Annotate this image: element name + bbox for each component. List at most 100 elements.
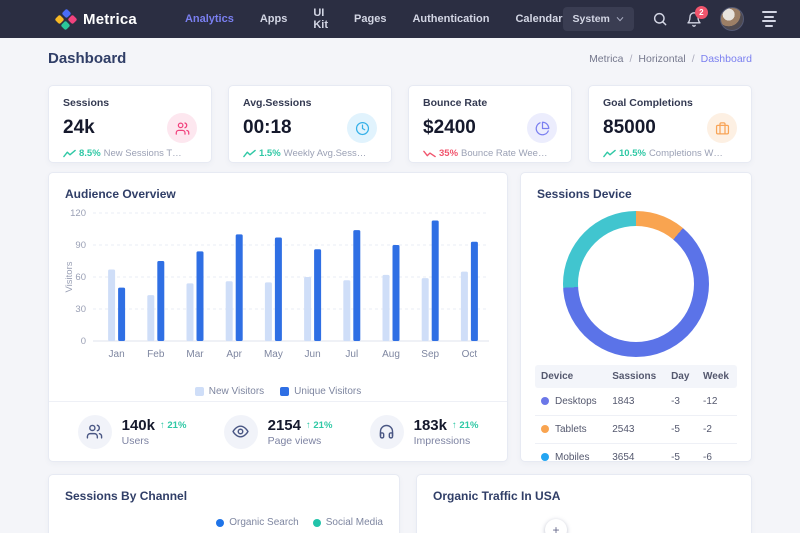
table-row: Tablets 2543 -5 -2 (535, 415, 737, 444)
legend-item-organic-search[interactable]: Organic Search (216, 517, 299, 528)
notifications-button[interactable]: 2 (686, 5, 708, 28)
stat-card-label: Bounce Rate (423, 97, 488, 109)
stat-card-icon-circle (527, 113, 557, 143)
legend-item-unique-visitors[interactable]: Unique Visitors (280, 386, 361, 397)
svg-text:0: 0 (81, 336, 86, 347)
svg-text:Oct: Oct (462, 349, 478, 360)
stat-card-trend: 1.5% Weekly Avg.Sess… (243, 148, 377, 159)
table-row: Mobiles 3654 -5 -6 (535, 444, 737, 472)
sessions-by-channel-title: Sessions By Channel (65, 489, 188, 503)
breadcrumb-separator: / (691, 52, 695, 65)
chevron-down-icon (616, 16, 624, 22)
device-dot-icon (541, 397, 549, 406)
device-dot-icon (541, 425, 549, 434)
footer-stat-label: Page views (267, 434, 322, 447)
footer-stat-users: 140k ↑ 21% Users (77, 414, 187, 449)
svg-text:Apr: Apr (226, 349, 242, 360)
sessions-device-card: Sessions Device Device Sassions Day Week De… (520, 172, 752, 463)
metrica-logo-icon (54, 8, 78, 31)
nav-item-authentication[interactable]: Authentication (412, 13, 490, 25)
notification-badge: 2 (694, 5, 708, 19)
stat-card-trend: 8.5% New Sessions T… (63, 148, 197, 159)
stat-card-icon-circle (167, 113, 197, 143)
eye-icon (232, 425, 249, 438)
brand-logo[interactable]: Metrica (54, 8, 137, 31)
svg-text:30: 30 (75, 304, 86, 315)
footer-stat-icon-circle (223, 414, 258, 449)
breadcrumb-item[interactable]: Metrica (589, 52, 624, 65)
legend-item-social-media[interactable]: Social Media (312, 517, 383, 528)
pie-icon (535, 121, 549, 135)
menu-toggle-button[interactable] (761, 11, 777, 27)
device-table-header: Sassions (606, 365, 666, 388)
stat-card-label: Goal Completions (603, 97, 693, 109)
svg-text:Jun: Jun (305, 349, 321, 360)
bell-icon (687, 11, 701, 27)
stat-card-goal-completions: Goal Completions 85000 10.5% Completions W… (588, 85, 752, 163)
briefcase-icon (715, 121, 729, 134)
footer-stat-impressions: 183k ↑ 21% Impressions (369, 414, 479, 449)
stat-card-trend: 35% Bounce Rate Wee… (423, 148, 557, 159)
device-dot-icon (541, 453, 549, 462)
svg-text:Aug: Aug (382, 349, 400, 360)
trend-up-icon (243, 149, 256, 158)
device-table: Device Sassions Day Week Desktops 1843 -3 -12 T… (535, 365, 737, 471)
stat-card-value: 00:18 (243, 117, 292, 138)
nav-item-apps[interactable]: Apps (259, 13, 288, 25)
nav-item-analytics[interactable]: Analytics (184, 13, 234, 25)
device-table-header: Week (697, 365, 737, 388)
device-table-header: Device (535, 365, 607, 388)
page-title: Dashboard (48, 50, 127, 67)
navbar-right: System 2 (562, 5, 777, 31)
user-avatar[interactable] (719, 7, 744, 31)
nav-item-ui-kit[interactable]: UI Kit (313, 7, 329, 31)
audience-overview-card: Audience Overview 0 30 60 90 120 Visitors Jan F… (48, 172, 508, 462)
legend-swatch-icon (280, 387, 290, 396)
breadcrumb-item[interactable]: Dashboard (700, 52, 752, 65)
breadcrumb-item[interactable]: Horizontal (638, 52, 686, 65)
search-button[interactable] (652, 11, 668, 27)
stat-card-value: $2400 (423, 117, 476, 138)
system-dropdown[interactable]: System (562, 7, 634, 31)
brand-name: Metrica (83, 10, 137, 28)
bar-chart-svg: 0 30 60 90 120 Visitors Jan Feb Mar Apr May Jun Jul A… (64, 208, 489, 360)
organic-traffic-title: Organic Traffic In USA (433, 489, 561, 503)
headphones-icon (379, 424, 394, 439)
search-icon (653, 12, 667, 26)
top-navbar: Metrica Analytics Apps UI Kit Pages Authenti… (0, 0, 800, 38)
svg-text:Jul: Jul (345, 349, 358, 360)
breadcrumb: Metrica / Horizontal / Dashboard (589, 53, 752, 65)
svg-text:Visitors: Visitors (64, 261, 75, 292)
nav-item-pages[interactable]: Pages (354, 13, 387, 25)
footer-stat-icon-circle (369, 414, 404, 449)
organic-traffic-card: Organic Traffic In USA + (416, 474, 752, 533)
stat-card-label: Sessions (63, 97, 110, 109)
sessions-device-title: Sessions Device (537, 187, 632, 201)
footer-stat-delta: ↑ 21% (159, 419, 187, 431)
stat-card-avg-sessions: Avg.Sessions 00:18 1.5% Weekly Avg.Sess… (228, 85, 392, 163)
map-zoom-in-button[interactable]: + (545, 519, 567, 533)
clock-icon (355, 121, 369, 135)
legend-item-new-visitors[interactable]: New Visitors (194, 386, 264, 397)
footer-stat-delta: ↑ 21% (305, 419, 333, 431)
stat-card-icon-circle (707, 113, 737, 143)
system-dropdown-label: System (572, 13, 610, 25)
footer-stat-label: Users (121, 434, 150, 447)
trend-up-icon (603, 149, 616, 158)
footer-stat-value: 183k ↑ 21% (413, 416, 479, 434)
stat-card-icon-circle (347, 113, 377, 143)
nav-item-calendar[interactable]: Calendar (515, 13, 563, 25)
trend-up-icon (63, 149, 76, 158)
stat-card-value: 24k (63, 117, 95, 138)
svg-text:Sep: Sep (421, 349, 439, 360)
legend-dot-icon (312, 518, 321, 527)
main-nav: Analytics Apps UI Kit Pages Authentication Ca… (185, 7, 563, 31)
stat-card-sessions: Sessions 24k 8.5% New Sessions T… (48, 85, 212, 163)
sessions-by-channel-card: Sessions By Channel Organic Search Social… (48, 474, 400, 533)
stat-card-label: Avg.Sessions (243, 97, 312, 109)
footer-stat-delta: ↑ 21% (451, 419, 479, 431)
footer-stat-icon-circle (77, 414, 112, 449)
svg-text:Jan: Jan (109, 349, 125, 360)
breadcrumb-separator: / (629, 52, 633, 65)
users-icon (86, 424, 103, 439)
